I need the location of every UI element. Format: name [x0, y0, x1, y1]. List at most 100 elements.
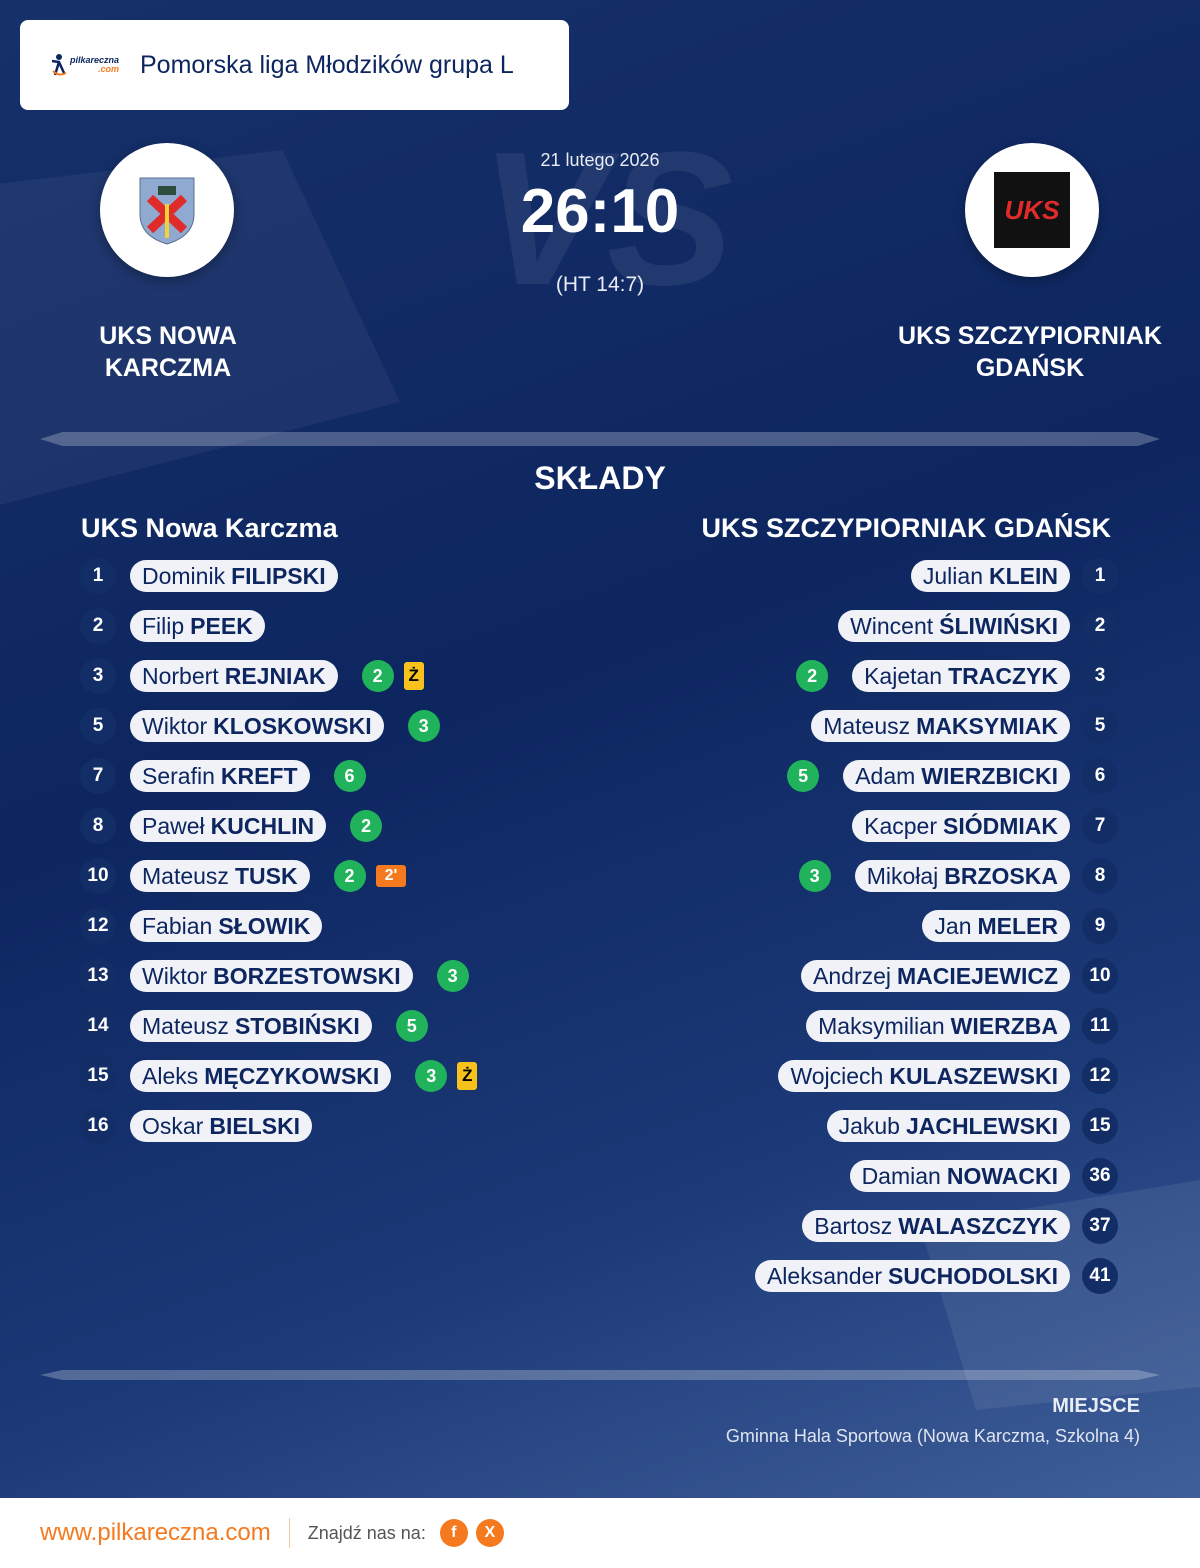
player-name[interactable]: Wiktor KLOSKOWSKI — [130, 710, 384, 742]
player-name[interactable]: Mateusz MAKSYMIAK — [811, 710, 1070, 742]
player-row: 5 Adam WIERZBICKI 6 — [787, 758, 1118, 794]
player-last-name: MACIEJEWICZ — [897, 962, 1058, 989]
goals-badge: 2 — [361, 660, 394, 692]
player-name[interactable]: Jan MELER — [922, 910, 1070, 942]
player-number: 6 — [1082, 758, 1118, 794]
player-last-name: BIELSKI — [209, 1112, 301, 1139]
player-row: 3 Norbert REJNIAK 2 Ż — [80, 658, 424, 694]
player-first-name: Norbert — [142, 662, 219, 689]
league-header: pilkareczna .com Pomorska liga Młodzików … — [20, 20, 569, 110]
player-number: 8 — [80, 808, 116, 844]
player-row: 3 Mikołaj BRZOSKA 8 — [798, 858, 1118, 894]
away-team-name: UKS SZCZYPIORNIAK GDAŃSK — [898, 322, 1162, 382]
player-last-name: KLOSKOWSKI — [213, 712, 372, 739]
player-first-name: Filip — [142, 612, 185, 639]
home-team-name: UKS NOWA KARCZMA — [99, 322, 237, 382]
player-row: 1 Dominik FILIPSKI — [80, 558, 338, 594]
site-logo[interactable]: pilkareczna .com — [50, 50, 122, 80]
player-name[interactable]: Dominik FILIPSKI — [130, 560, 338, 592]
player-first-name: Kacper — [864, 812, 937, 839]
player-name[interactable]: Paweł KUCHLIN — [130, 810, 327, 842]
player-number: 5 — [1082, 708, 1118, 744]
goals-badge: 5 — [395, 1010, 428, 1042]
player-number: 2 — [80, 608, 116, 644]
player-number: 13 — [80, 958, 116, 994]
player-name[interactable]: Filip PEEK — [130, 610, 265, 642]
player-name[interactable]: Oskar BIELSKI — [130, 1110, 313, 1142]
player-first-name: Paweł — [142, 812, 205, 839]
player-name[interactable]: Jakub JACHLEWSKI — [826, 1110, 1070, 1142]
player-last-name: KUCHLIN — [210, 812, 315, 839]
player-first-name: Damian — [861, 1162, 941, 1189]
player-name[interactable]: Norbert REJNIAK — [130, 660, 338, 692]
player-name[interactable]: Kajetan TRACZYK — [852, 660, 1070, 692]
footer: www.pilkareczna.com Znajdź nas na: f X — [40, 1515, 512, 1551]
player-number: 10 — [80, 858, 116, 894]
goals-badge: 5 — [787, 760, 820, 792]
player-name[interactable]: Bartosz WALASZCZYK — [802, 1210, 1070, 1242]
player-last-name: MĘCZYKOWSKI — [204, 1062, 380, 1089]
player-row: 7 Serafin KREFT 6 — [80, 758, 366, 794]
player-first-name: Serafin — [142, 762, 215, 789]
player-name[interactable]: Wojciech KULASZEWSKI — [778, 1060, 1070, 1092]
player-first-name: Mateusz — [142, 1012, 229, 1039]
home-lineup-title: UKS Nowa Karczma — [81, 513, 338, 543]
site-link[interactable]: www.pilkareczna.com — [40, 1519, 271, 1546]
player-row: Wojciech KULASZEWSKI 12 — [778, 1058, 1118, 1094]
goals-badge: 2 — [796, 660, 829, 692]
player-row: Jan MELER 9 — [922, 908, 1118, 944]
player-first-name: Andrzej — [813, 962, 891, 989]
player-number: 12 — [1082, 1058, 1118, 1094]
player-name[interactable]: Mateusz TUSK — [130, 860, 310, 892]
goals-badge: 2 — [350, 810, 383, 842]
player-last-name: WIERZBICKI — [921, 762, 1058, 789]
coat-of-arms-icon — [139, 177, 195, 245]
x-icon[interactable]: X — [475, 1519, 504, 1547]
player-name[interactable]: Mikołaj BRZOSKA — [854, 860, 1070, 892]
player-number: 36 — [1082, 1158, 1118, 1194]
player-first-name: Mateusz — [823, 712, 911, 739]
player-number: 9 — [1082, 908, 1118, 944]
player-first-name: Oskar — [142, 1112, 204, 1139]
away-lineup-title: UKS SZCZYPIORNIAK GDAŃSK — [701, 513, 1111, 543]
player-name[interactable]: Julian KLEIN — [910, 560, 1070, 592]
player-name[interactable]: Damian NOWACKI — [849, 1160, 1070, 1192]
player-name[interactable]: Aleksander SUCHODOLSKI — [754, 1260, 1070, 1292]
player-name[interactable]: Kacper SIÓDMIAK — [852, 810, 1070, 842]
player-name[interactable]: Mateusz STOBIŃSKI — [130, 1010, 372, 1042]
player-first-name: Bartosz — [814, 1212, 893, 1239]
facebook-icon[interactable]: f — [439, 1519, 468, 1547]
player-first-name: Jakub — [838, 1112, 900, 1139]
player-first-name: Kajetan — [864, 662, 943, 689]
player-row: 14 Mateusz STOBIŃSKI 5 — [80, 1008, 428, 1044]
player-first-name: Wojciech — [790, 1062, 884, 1089]
player-name[interactable]: Aleks MĘCZYKOWSKI — [130, 1060, 392, 1092]
player-name[interactable]: Maksymilian WIERZBA — [806, 1010, 1070, 1042]
player-last-name: MELER — [977, 912, 1059, 939]
player-number: 16 — [80, 1108, 116, 1144]
player-name[interactable]: Fabian SŁOWIK — [130, 910, 323, 942]
player-name[interactable]: Andrzej MACIEJEWICZ — [801, 960, 1070, 992]
player-last-name: NOWACKI — [946, 1162, 1058, 1189]
player-name[interactable]: Serafin KREFT — [130, 760, 310, 792]
player-number: 8 — [1082, 858, 1118, 894]
player-first-name: Adam — [855, 762, 916, 789]
player-number: 15 — [80, 1058, 116, 1094]
player-last-name: TRACZYK — [948, 662, 1058, 689]
player-first-name: Mikołaj — [866, 862, 939, 889]
goals-badge: 3 — [798, 860, 831, 892]
match-date: 21 lutego 2026 — [540, 150, 660, 170]
divider — [288, 1518, 290, 1548]
player-name[interactable]: Wincent ŚLIWIŃSKI — [838, 610, 1070, 642]
player-number: 14 — [80, 1008, 116, 1044]
player-row: 2 Kajetan TRACZYK 3 — [796, 658, 1118, 694]
logo-text: pilkareczna .com — [70, 55, 120, 74]
player-name[interactable]: Wiktor BORZESTOWSKI — [130, 960, 413, 992]
player-row: 5 Wiktor KLOSKOWSKI 3 — [80, 708, 440, 744]
handball-player-icon — [51, 54, 67, 76]
player-name[interactable]: Adam WIERZBICKI — [843, 760, 1070, 792]
player-row: 15 Aleks MĘCZYKOWSKI 3 Ż — [80, 1058, 478, 1094]
player-row: Wincent ŚLIWIŃSKI 2 — [838, 608, 1118, 644]
player-last-name: PEEK — [190, 612, 253, 639]
player-first-name: Jan — [934, 912, 972, 939]
